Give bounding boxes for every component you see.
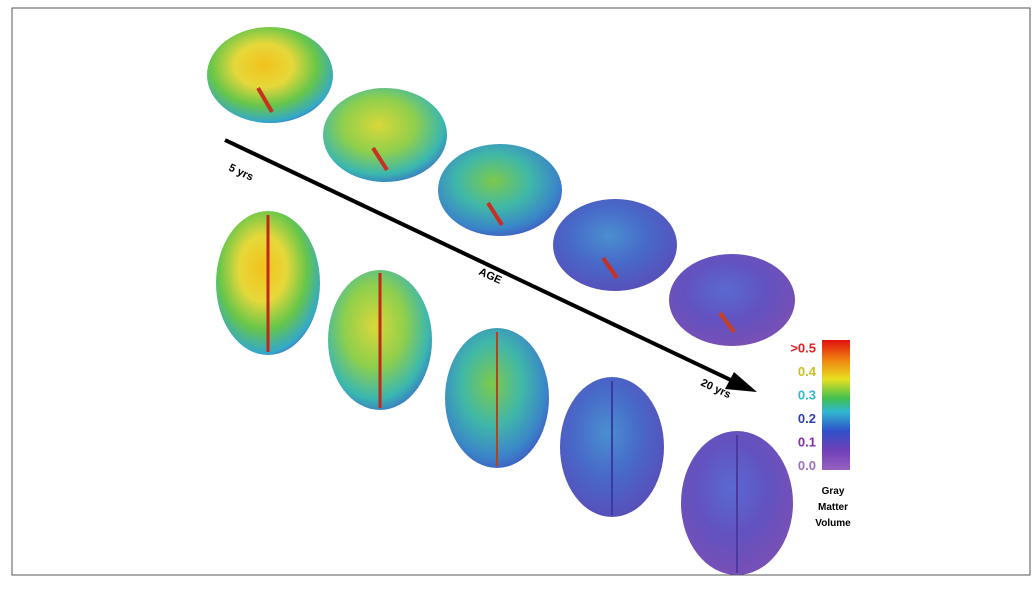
color-bar [822, 340, 850, 470]
brain-lateral [207, 27, 333, 123]
legend-label: 0.2 [798, 411, 816, 426]
legend-title: Volume [815, 518, 851, 529]
start-label: 5 yrs [227, 162, 255, 184]
arrow-line [224, 138, 736, 384]
arrow-head [725, 372, 757, 392]
brain-lateral [323, 88, 447, 182]
legend-label: 0.0 [798, 458, 816, 473]
fissure [256, 86, 274, 114]
legend-title: Matter [818, 502, 848, 513]
frame [11, 7, 1031, 576]
brain-lateral [669, 254, 795, 346]
lateral-brains [207, 27, 795, 346]
fissure [371, 146, 389, 172]
fissure [601, 256, 619, 280]
fissure [486, 201, 504, 227]
legend-label: 0.3 [798, 387, 816, 402]
dorsal-brains [216, 211, 793, 575]
legend-label: 0.4 [798, 364, 817, 379]
legend-title: Gray [822, 486, 845, 497]
fissure [718, 311, 736, 334]
legend-label: 0.1 [798, 434, 816, 449]
color-legend: >0.5 0.4 0.3 0.2 0.1 0.0 Gray Matter Volume [790, 340, 851, 529]
brain-lateral [438, 144, 562, 236]
legend-label: >0.5 [790, 340, 816, 355]
brain-lateral [553, 199, 677, 291]
